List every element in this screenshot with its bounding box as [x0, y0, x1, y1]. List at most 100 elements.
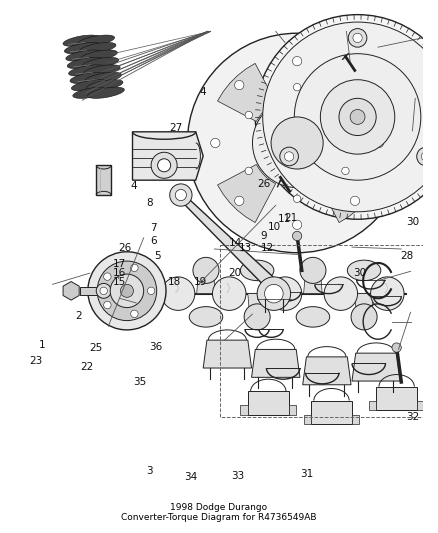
Ellipse shape — [81, 50, 117, 61]
Text: 8: 8 — [146, 198, 153, 208]
Ellipse shape — [86, 80, 123, 91]
Circle shape — [339, 98, 376, 135]
Text: 32: 32 — [406, 412, 419, 422]
Circle shape — [374, 139, 384, 148]
Circle shape — [110, 274, 144, 308]
Text: 20: 20 — [229, 268, 242, 278]
Circle shape — [342, 111, 349, 119]
Ellipse shape — [189, 306, 223, 327]
Text: 17: 17 — [113, 259, 126, 269]
Text: 1: 1 — [39, 340, 45, 350]
Polygon shape — [318, 63, 377, 122]
Text: 26: 26 — [119, 243, 132, 253]
Circle shape — [131, 264, 138, 271]
Circle shape — [170, 184, 192, 206]
Circle shape — [96, 284, 111, 298]
Polygon shape — [352, 415, 360, 424]
Polygon shape — [197, 270, 215, 294]
Ellipse shape — [84, 65, 120, 76]
Ellipse shape — [82, 58, 119, 69]
Text: 35: 35 — [133, 377, 146, 387]
Circle shape — [104, 301, 111, 309]
Text: 4: 4 — [130, 181, 137, 191]
Ellipse shape — [85, 72, 122, 84]
Ellipse shape — [71, 80, 108, 91]
Polygon shape — [175, 195, 283, 301]
Text: 10: 10 — [268, 222, 281, 232]
Ellipse shape — [88, 87, 124, 99]
Circle shape — [265, 284, 283, 303]
Circle shape — [100, 287, 107, 295]
Polygon shape — [133, 132, 203, 180]
Text: 21: 21 — [284, 214, 297, 223]
Circle shape — [211, 139, 220, 148]
Circle shape — [294, 54, 421, 180]
Ellipse shape — [78, 35, 115, 46]
Text: 14: 14 — [229, 238, 242, 248]
Circle shape — [350, 196, 360, 206]
FancyBboxPatch shape — [80, 287, 102, 295]
Ellipse shape — [63, 35, 100, 46]
Text: 11: 11 — [278, 214, 291, 224]
Circle shape — [120, 284, 134, 297]
Circle shape — [371, 277, 404, 310]
Ellipse shape — [73, 87, 110, 99]
Polygon shape — [248, 391, 289, 415]
Circle shape — [293, 56, 302, 66]
Ellipse shape — [67, 58, 104, 69]
Polygon shape — [96, 165, 111, 195]
Ellipse shape — [69, 65, 105, 76]
Ellipse shape — [66, 50, 102, 61]
Polygon shape — [311, 401, 352, 424]
Ellipse shape — [79, 43, 116, 54]
Circle shape — [104, 273, 111, 280]
Circle shape — [175, 189, 187, 200]
Circle shape — [392, 343, 401, 352]
Circle shape — [348, 29, 367, 47]
Text: 13: 13 — [239, 243, 252, 253]
Polygon shape — [318, 165, 377, 223]
Circle shape — [350, 109, 365, 124]
Circle shape — [350, 80, 360, 90]
Text: 33: 33 — [231, 471, 244, 481]
Text: 31: 31 — [300, 469, 313, 479]
Text: 30: 30 — [406, 217, 420, 228]
Text: 36: 36 — [149, 342, 162, 352]
Circle shape — [212, 277, 246, 310]
Polygon shape — [218, 63, 276, 122]
Circle shape — [351, 304, 377, 330]
Polygon shape — [304, 415, 311, 424]
Polygon shape — [203, 340, 251, 368]
Circle shape — [353, 33, 362, 43]
Circle shape — [280, 147, 298, 166]
Circle shape — [148, 287, 155, 295]
Circle shape — [161, 277, 195, 310]
Polygon shape — [218, 165, 276, 223]
Circle shape — [187, 33, 407, 253]
Circle shape — [97, 261, 157, 321]
Polygon shape — [303, 357, 351, 385]
Text: 15: 15 — [113, 277, 126, 287]
Text: 5: 5 — [155, 251, 161, 261]
Polygon shape — [248, 294, 266, 317]
Polygon shape — [369, 401, 376, 410]
Circle shape — [257, 277, 290, 310]
Circle shape — [271, 117, 323, 169]
Text: 28: 28 — [400, 251, 413, 261]
Text: 27: 27 — [170, 123, 183, 133]
Text: 6: 6 — [151, 236, 157, 246]
Circle shape — [245, 111, 253, 119]
Text: 23: 23 — [29, 356, 42, 366]
Text: 18: 18 — [168, 277, 181, 287]
Text: 7: 7 — [151, 223, 157, 233]
Polygon shape — [63, 281, 79, 300]
Ellipse shape — [70, 72, 107, 84]
Circle shape — [342, 167, 349, 175]
Polygon shape — [289, 405, 296, 415]
Circle shape — [235, 80, 244, 90]
Circle shape — [244, 304, 270, 330]
Text: 16: 16 — [113, 268, 126, 278]
Ellipse shape — [240, 260, 274, 280]
Text: 2: 2 — [75, 311, 82, 321]
Text: 3: 3 — [146, 466, 153, 477]
